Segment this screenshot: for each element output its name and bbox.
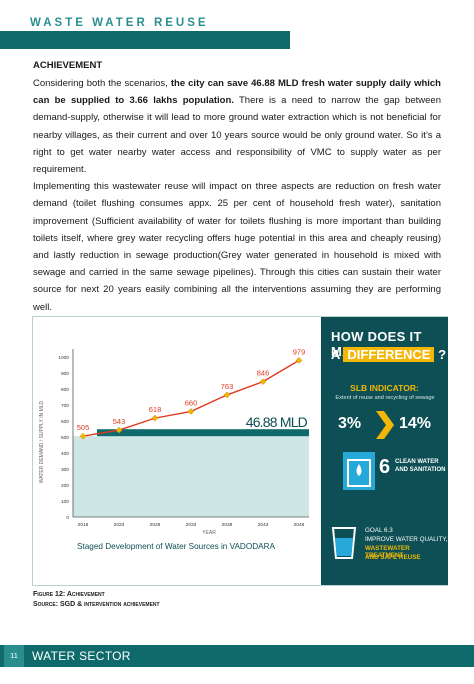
y-tick-label: 700 xyxy=(61,403,69,409)
demand-supply-chart: 0 100 200 300 400 500 600 700 800 900 1000 2018 2023… xyxy=(39,347,309,551)
y-tick-label: 100 xyxy=(61,499,69,505)
x-tick-label: 2028 xyxy=(150,522,161,528)
footer-section-title: WATER SECTOR xyxy=(32,649,131,663)
data-point xyxy=(79,432,87,440)
x-tick-label: 2023 xyxy=(114,522,125,528)
section-heading: ACHIEVEMENT xyxy=(33,60,103,71)
data-point xyxy=(295,357,303,364)
question-mark: ? xyxy=(438,347,447,362)
y-tick-label: 900 xyxy=(61,371,69,377)
sdg-water-icon xyxy=(343,452,375,490)
x-tick-label: 2018 xyxy=(78,522,89,528)
paragraph-1-end: There is a need to narrow the gap betwee… xyxy=(33,95,441,176)
water-glass-icon xyxy=(331,527,357,559)
data-point xyxy=(151,414,159,422)
sdg-text: CLEAN WATER AND SANITATION xyxy=(395,458,447,474)
y-tick-label: 400 xyxy=(61,451,69,457)
y-axis-title: WATER DEMAND / SUPPLY IN MLD xyxy=(39,400,45,483)
data-label: 660 xyxy=(185,398,198,407)
goal-title: GOAL 6.3 xyxy=(365,527,393,534)
sdg-text-line-1: CLEAN WATER xyxy=(395,459,439,465)
data-point xyxy=(115,426,123,434)
content-block: ACHIEVEMENT Considering both the scenari… xyxy=(33,60,441,316)
slb-label: SLB INDICATOR: xyxy=(350,383,419,393)
y-tick-label: 0 xyxy=(66,515,69,521)
data-point xyxy=(187,408,195,415)
x-axis-title: YEAR xyxy=(202,530,216,536)
chevron-right-icon xyxy=(376,411,394,439)
figure-caption: Figure 12: Achievement Source: SGD & int… xyxy=(33,590,160,610)
caption-source: Source: SGD & intervention achievement xyxy=(33,601,160,608)
y-tick-label: 600 xyxy=(61,419,69,425)
difference-word: DIFFERENCE xyxy=(343,347,435,362)
paragraph-1-bold: the city can save 46.88 MLD fresh water … xyxy=(33,78,441,107)
pct-to: 14% xyxy=(399,415,432,432)
goal-line-2: WASTEWATER TREATMENT xyxy=(365,545,410,559)
sdg-number: 6 xyxy=(379,456,391,478)
pct-from: 3% xyxy=(338,415,362,432)
data-label: 846 xyxy=(257,369,270,378)
x-tick-label: 2048 xyxy=(294,522,305,528)
y-tick-label: 500 xyxy=(61,435,69,441)
saving-band xyxy=(97,429,309,437)
header-bar xyxy=(0,31,290,49)
panel-a-word: A xyxy=(331,347,341,362)
y-tick-label: 800 xyxy=(61,387,69,393)
y-tick-label: 300 xyxy=(61,467,69,473)
baseline-area xyxy=(73,436,309,517)
data-label: 618 xyxy=(149,405,162,414)
saving-value-label: 46.88 MLD xyxy=(246,414,308,430)
y-tick-label: 1000 xyxy=(58,355,69,361)
data-label: 763 xyxy=(221,382,234,391)
x-tick-label: 2043 xyxy=(258,522,269,528)
chart-title: Staged Development of Water Sources in V… xyxy=(77,542,275,551)
y-tick-label: 200 xyxy=(61,483,69,489)
footer-bar xyxy=(0,645,474,667)
slb-description: Extent of reuse and recycling of sewage xyxy=(335,395,435,401)
goal-line-3: AND SAFE REUSE xyxy=(365,554,421,561)
page-number: 11 xyxy=(4,645,24,667)
figure-frame: 0 100 200 300 400 500 600 700 800 900 1000 2018 2023… xyxy=(32,316,448,586)
data-label: 543 xyxy=(113,417,126,426)
data-point xyxy=(259,378,267,385)
paragraph-2: Implementing this wastewater reuse will … xyxy=(33,181,441,313)
header-title: WASTE WATER REUSE xyxy=(30,17,209,29)
paragraph-1-start: Considering both the scenarios, xyxy=(33,78,171,89)
panel-subheading: A DIFFERENCE ? xyxy=(331,347,446,362)
data-point xyxy=(223,391,231,399)
paragraph-1: Considering both the scenarios, the city… xyxy=(33,75,441,178)
goal-line-1: IMPROVE WATER QUALITY, xyxy=(365,536,448,543)
data-label: 505 xyxy=(77,423,90,432)
x-tick-label: 2038 xyxy=(222,522,233,528)
x-tick-label: 2033 xyxy=(186,522,197,528)
data-label: 979 xyxy=(293,347,306,356)
sdg-text-line-2: AND SANITATION xyxy=(395,467,446,473)
chart-area: 0 100 200 300 400 500 600 700 800 900 1000 2018 2023… xyxy=(33,317,321,585)
caption-figure: Figure 12: Achievement xyxy=(33,591,105,598)
